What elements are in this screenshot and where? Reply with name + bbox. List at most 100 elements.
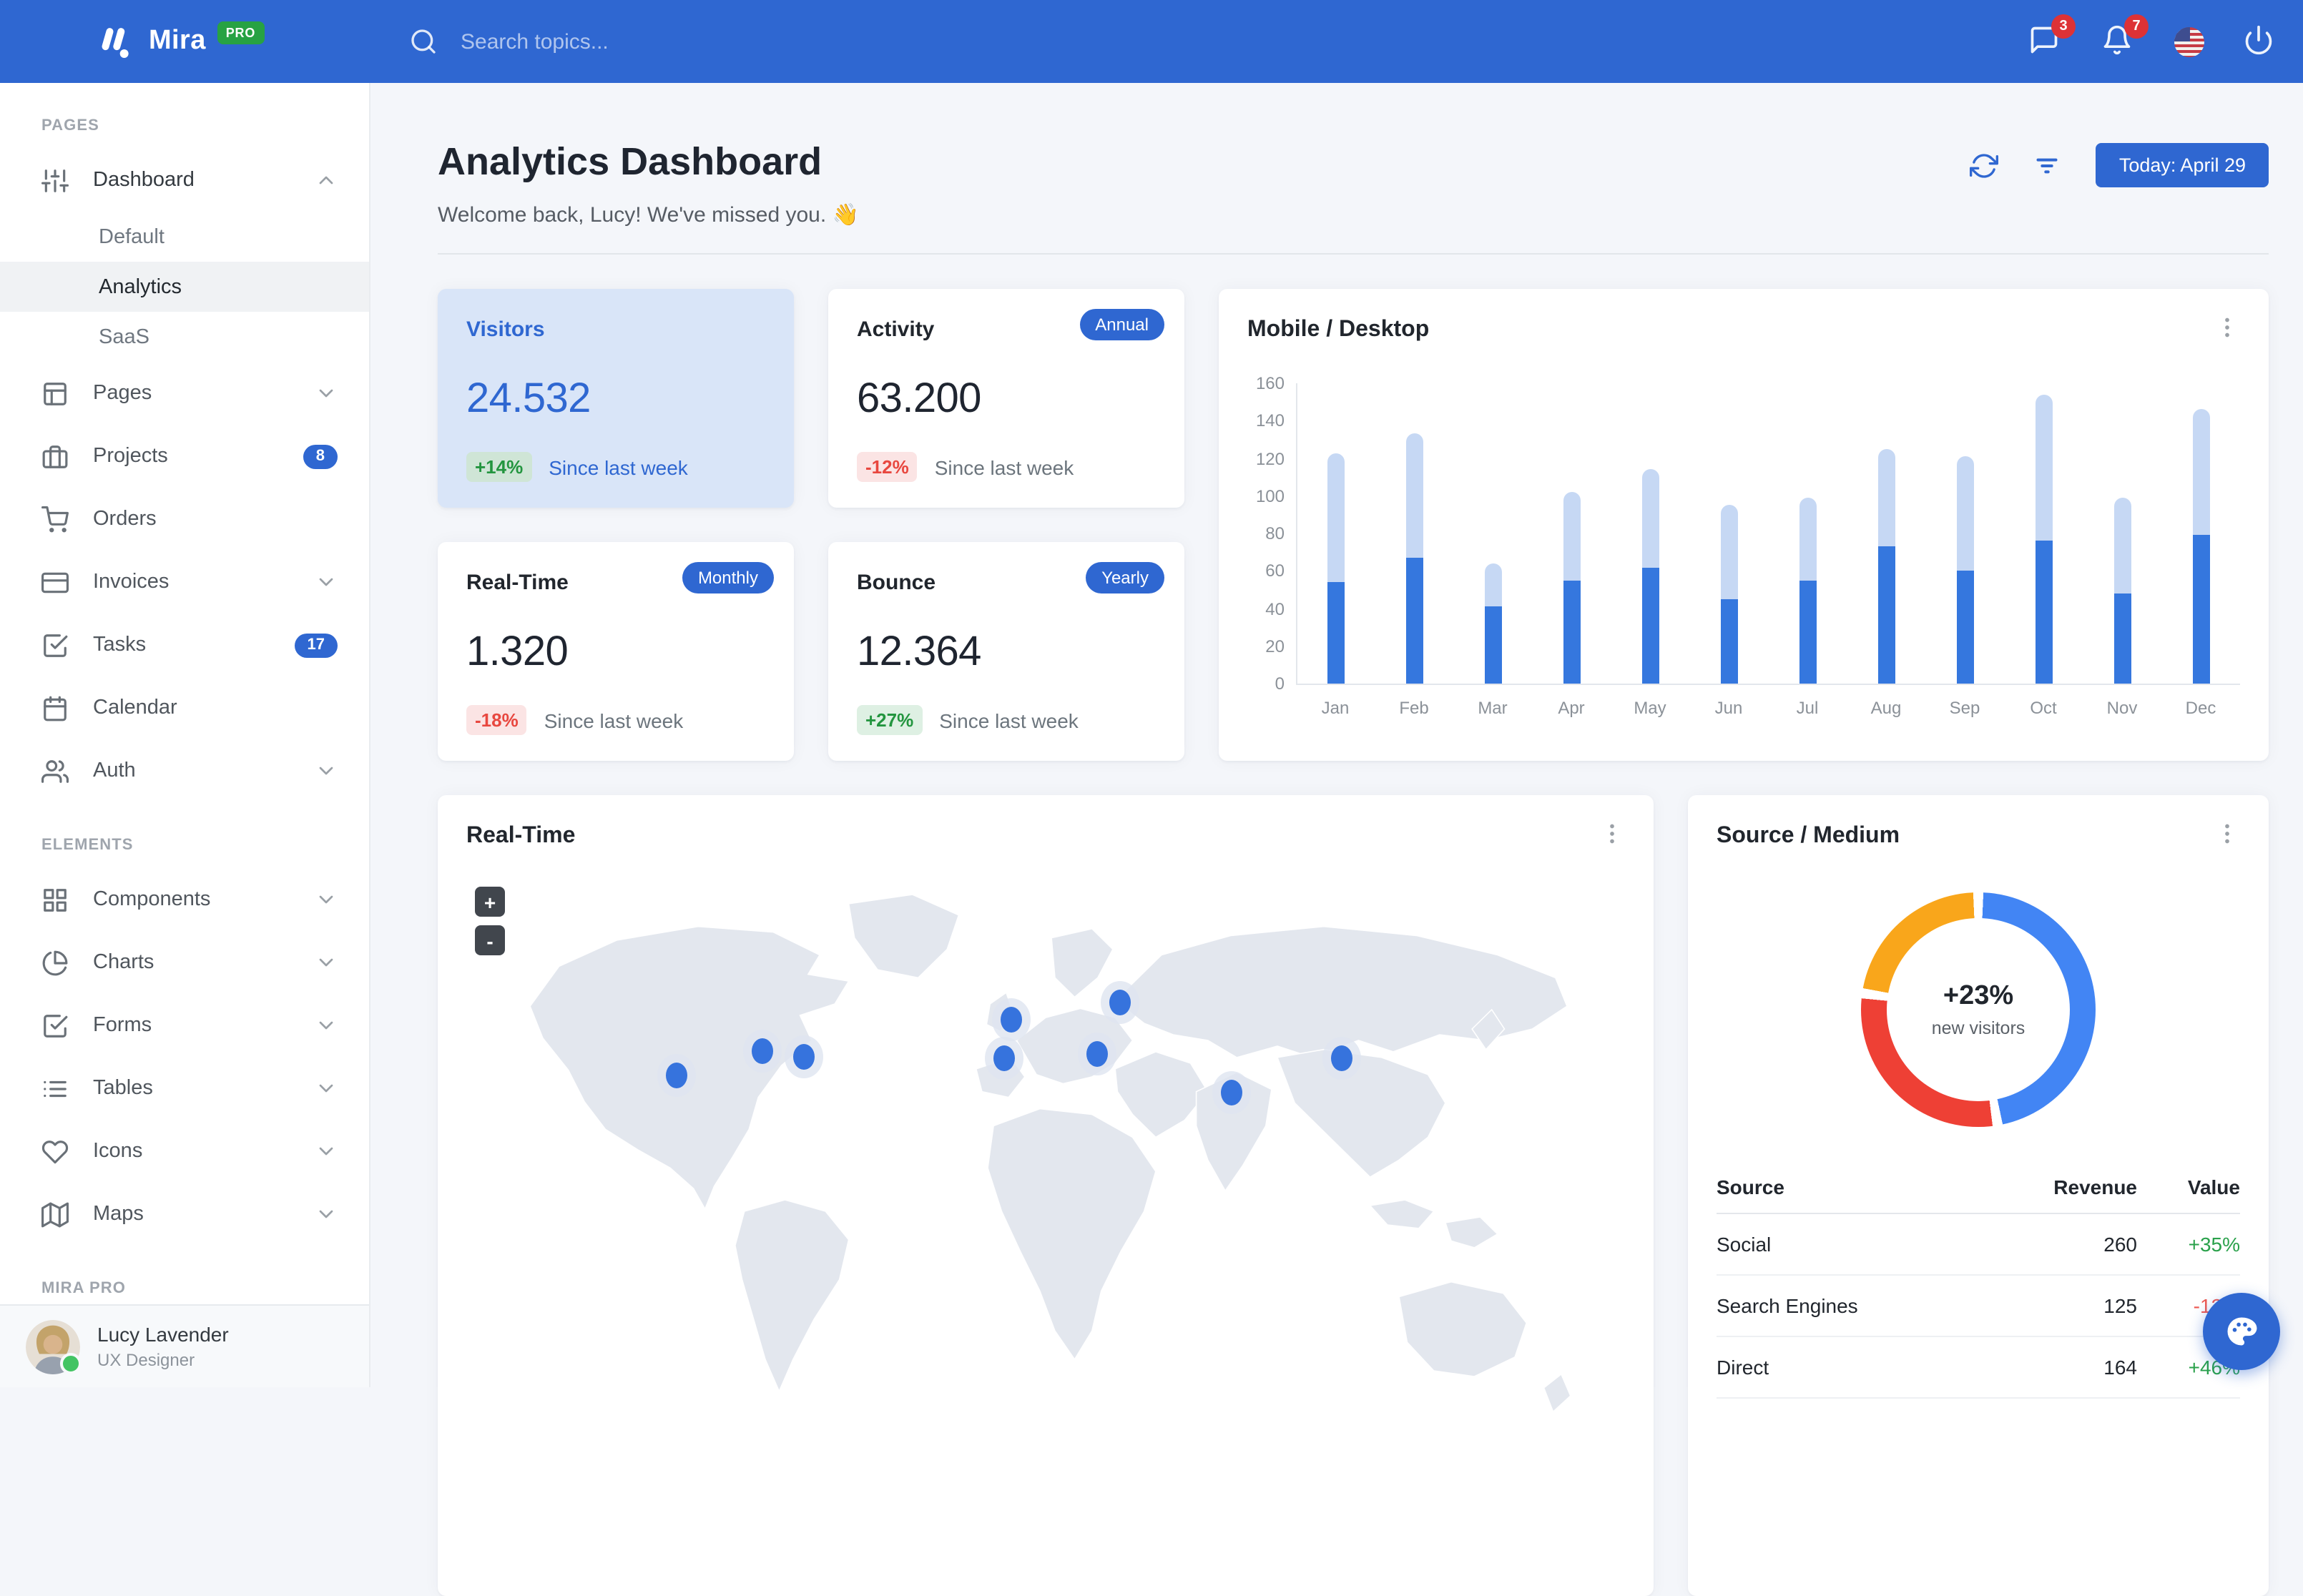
palette-icon xyxy=(2227,1317,2257,1346)
sidebar-item-pages[interactable]: Pages xyxy=(0,362,369,425)
date-range-button[interactable]: Today: April 29 xyxy=(2096,143,2269,187)
chevron-down-icon xyxy=(319,578,333,586)
bar-segment-desktop xyxy=(1563,492,1581,581)
check-square-icon xyxy=(44,634,68,656)
briefcase-icon xyxy=(42,445,68,468)
x-tick-label: Jul xyxy=(1796,698,1819,718)
x-tick-label: Nov xyxy=(2106,698,2138,718)
notifications-button[interactable]: 7 xyxy=(2101,14,2149,59)
y-tick-label: 160 xyxy=(1255,373,1285,393)
col-header-value: Value xyxy=(2187,1176,2240,1198)
filter-button[interactable] xyxy=(2033,151,2062,179)
bar-segment-desktop xyxy=(1485,563,1503,607)
stat-value: 1.320 xyxy=(466,629,569,675)
stat-delta-chip: -12% xyxy=(857,452,918,482)
sidebar-item-label: Projects xyxy=(93,445,168,468)
sidebar-item-auth[interactable]: Auth xyxy=(0,739,369,802)
sidebar-item-projects[interactable]: Projects 8 xyxy=(0,425,369,488)
bar-dec xyxy=(2161,383,2240,684)
source-menu-button[interactable] xyxy=(2214,821,2240,847)
stat-delta-chip: +14% xyxy=(466,452,532,482)
x-tick-label: Jan xyxy=(1321,698,1350,718)
map-marker xyxy=(1221,1079,1243,1105)
users-icon xyxy=(41,759,69,782)
sidebar-item-tasks[interactable]: Tasks 17 xyxy=(0,614,369,676)
sidebar-item-orders[interactable]: Orders xyxy=(0,488,369,551)
sidebar-item-label: Calendar xyxy=(93,696,177,719)
sidebar-subitem-analytics[interactable]: Analytics xyxy=(0,262,369,312)
stat-caption: Since last week xyxy=(549,455,688,478)
brand[interactable]: Mira PRO xyxy=(94,21,265,61)
sidebar-user[interactable]: Lucy Lavender UX Designer xyxy=(0,1304,369,1387)
stat-period-badge[interactable]: Monthly xyxy=(682,562,774,593)
sidebar-item-calendar[interactable]: Calendar xyxy=(0,676,369,739)
map-marker xyxy=(1086,1040,1108,1067)
search-box[interactable] xyxy=(409,27,778,56)
chart-menu-button[interactable] xyxy=(2214,315,2240,340)
sidebar-subitem-saas[interactable]: SaaS xyxy=(99,325,149,348)
chevron-down-icon xyxy=(319,1147,333,1156)
sidebar-item-forms[interactable]: Forms xyxy=(0,994,369,1057)
stat-title: Real-Time xyxy=(466,571,569,595)
bar-segment-mobile xyxy=(2113,593,2131,684)
bar-segment-mobile xyxy=(2035,541,2053,684)
sidebar-item-components[interactable]: Components xyxy=(0,868,369,931)
sidebar-section-label: ELEMENTS xyxy=(41,837,134,854)
bar-segment-desktop xyxy=(2192,409,2210,536)
sidebar-item-dashboard[interactable]: Dashboard xyxy=(0,149,369,212)
chevron-down-icon xyxy=(319,895,333,904)
sidebar-item-label: Maps xyxy=(93,1203,144,1226)
top-navbar: Mira PRO 3 7 xyxy=(0,0,2303,83)
stat-card-bounce: Bounce Yearly 12.364 +27% Since last week xyxy=(828,542,1184,761)
refresh-button[interactable] xyxy=(1970,151,1999,179)
source-title: Source / Medium xyxy=(1717,824,1900,848)
stat-period-badge[interactable]: Annual xyxy=(1079,309,1164,340)
map-zoom-in-button[interactable]: + xyxy=(475,887,505,917)
revenue-cell: 125 xyxy=(2103,1294,2137,1317)
x-tick-label: May xyxy=(1634,698,1666,718)
donut-center-value: +23% xyxy=(1943,981,2014,1011)
bell-icon xyxy=(2103,25,2131,55)
status-dot xyxy=(60,1352,82,1374)
page-title: Analytics Dashboard xyxy=(438,140,822,183)
stat-period-badge[interactable]: Yearly xyxy=(1086,562,1164,593)
search-input[interactable] xyxy=(458,28,778,55)
sidebar-item-invoices[interactable]: Invoices xyxy=(0,551,369,614)
chevron-down-icon xyxy=(319,767,333,775)
bar-segment-desktop xyxy=(2113,498,2131,593)
sidebar-item-charts[interactable]: Charts xyxy=(0,931,369,994)
realtime-map-card: Real-Time + - xyxy=(438,795,1654,1596)
stat-card-activity: Activity Annual 63.200 -12% Since last week xyxy=(828,289,1184,508)
bar-segment-mobile xyxy=(1721,598,1739,684)
sign-out-button[interactable] xyxy=(2243,24,2277,59)
chart-title: Mobile / Desktop xyxy=(1247,317,1430,342)
messages-button[interactable]: 3 xyxy=(2028,14,2076,59)
language-flag-button[interactable] xyxy=(2174,26,2204,56)
theme-settings-fab[interactable] xyxy=(2203,1293,2280,1370)
sidebar-item-icons[interactable]: Icons xyxy=(0,1120,369,1183)
stat-card-visitors: Visitors 24.532 +14% Since last week xyxy=(438,289,794,508)
mobile-desktop-card: Mobile / Desktop 0 20 40 60 80 100 120 140 160 J… xyxy=(1219,289,2269,761)
sidebar-item-maps[interactable]: Maps xyxy=(0,1183,369,1246)
map-zoom-out-button[interactable]: - xyxy=(475,925,505,955)
brand-name: Mira xyxy=(149,26,206,56)
sidebar-item-label: Invoices xyxy=(93,571,170,593)
source-cell: Social xyxy=(1717,1233,1772,1256)
map-menu-button[interactable] xyxy=(1599,821,1625,847)
bar-segment-mobile xyxy=(1406,558,1424,684)
world-map-graphic xyxy=(529,894,1571,1413)
source-table-row: Social 260 +35% xyxy=(1717,1214,2240,1276)
pro-badge: PRO xyxy=(217,21,265,44)
stat-caption: Since last week xyxy=(939,709,1079,732)
stat-caption: Since last week xyxy=(934,455,1074,478)
bar-segment-desktop xyxy=(1721,505,1739,599)
bar-jan xyxy=(1297,383,1376,684)
heart-icon xyxy=(41,1140,69,1163)
sidebar-item-tables[interactable]: Tables xyxy=(0,1057,369,1120)
world-map: + - xyxy=(466,870,1625,1542)
bar-feb xyxy=(1376,383,1455,684)
revenue-cell: 260 xyxy=(2103,1233,2137,1256)
sidebar-subitem-default[interactable]: Default xyxy=(99,225,164,248)
refresh-icon xyxy=(1970,153,1999,177)
